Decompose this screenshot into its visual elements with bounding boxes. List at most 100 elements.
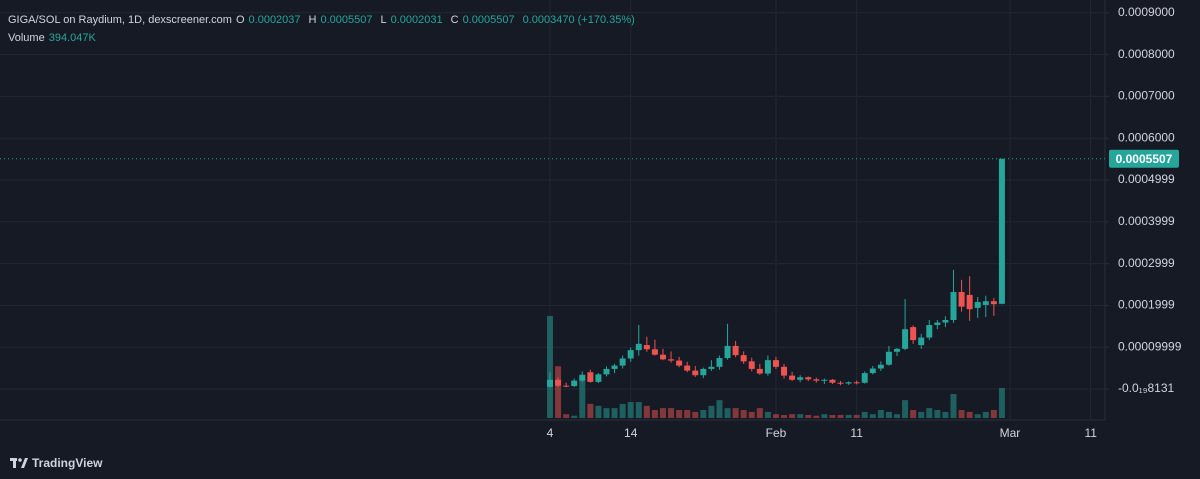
candle-body	[692, 370, 699, 376]
candle-body	[708, 366, 715, 369]
volume-bar	[894, 414, 901, 418]
candle-body	[627, 350, 634, 359]
volume-bar	[547, 316, 553, 418]
candle-body	[902, 329, 909, 349]
candle-body	[853, 382, 860, 384]
candle-body	[861, 373, 868, 383]
volume-bar	[974, 414, 981, 418]
y-tick-label: 0.0007000	[1118, 89, 1175, 103]
volume-bar	[684, 410, 691, 418]
volume-bar	[950, 394, 957, 418]
x-tick-label: 4	[547, 426, 554, 440]
volume-bar	[926, 408, 933, 418]
volume-bar	[595, 405, 602, 418]
candle-body	[716, 358, 723, 367]
volume-bar	[861, 411, 868, 418]
y-tick-label: -0.0₁₉8131	[1118, 381, 1175, 395]
volume-bar	[676, 410, 683, 418]
candle-body	[910, 327, 917, 341]
y-tick-label: 0.0004999	[1118, 172, 1175, 186]
volume-bar	[982, 411, 989, 418]
volume-bar	[837, 414, 844, 418]
volume-bar	[845, 414, 852, 418]
candle-body	[813, 379, 820, 381]
volume-bar	[651, 410, 658, 418]
x-tick-label: 11	[1084, 426, 1097, 440]
candle-body	[603, 368, 610, 375]
volume-bar	[619, 403, 626, 418]
volume-bar	[764, 411, 771, 418]
y-tick-label: 0.0002999	[1118, 256, 1175, 270]
candle-body	[643, 345, 650, 350]
volume-bar	[885, 411, 892, 418]
open-label: O	[235, 14, 245, 26]
candle-body	[547, 379, 553, 387]
x-tick-label: 11	[850, 426, 863, 440]
candle-body	[563, 385, 570, 387]
close-label: C	[450, 14, 459, 26]
x-tick-label: 14	[624, 426, 638, 440]
candle-body	[555, 379, 562, 386]
y-tick-label: 0.00009999	[1118, 339, 1182, 353]
volume-bar	[659, 408, 666, 418]
candle-body	[805, 377, 812, 380]
candle-body	[918, 337, 925, 346]
candle-body	[821, 379, 828, 381]
candle-body	[942, 320, 949, 323]
y-tick-label: 0.0006000	[1118, 130, 1175, 144]
logo	[10, 458, 28, 468]
volume-bar	[756, 408, 763, 418]
last-price-box	[1109, 149, 1179, 168]
legend-line: GIGA/SOL on Raydium, 1D, dexscreener.com…	[8, 14, 639, 26]
candle-body	[611, 365, 618, 369]
candle-body	[587, 372, 594, 382]
y-tick-label: 0.0003999	[1118, 214, 1175, 228]
candle-body	[885, 351, 892, 365]
volume-bar	[942, 411, 949, 418]
volume-bar	[627, 402, 634, 418]
candle-body	[764, 360, 771, 374]
candle-body	[676, 360, 683, 366]
footer: TradingView	[10, 456, 102, 470]
candle-body	[724, 345, 731, 359]
volume-bar	[635, 402, 642, 418]
candle-body	[659, 354, 666, 360]
candle-body	[934, 322, 941, 326]
candle-body	[950, 292, 957, 321]
volume-label: Volume	[8, 32, 45, 44]
low-value: 0.0002031	[390, 14, 443, 26]
volume-bar	[555, 366, 562, 418]
candle-body	[877, 364, 884, 369]
close-value: 0.0005507	[462, 14, 515, 26]
volume-bar	[700, 410, 707, 418]
candle-body	[966, 294, 973, 310]
volume-bar	[934, 410, 941, 418]
volume-bar	[732, 408, 739, 418]
symbol: GIGA/SOL on Raydium, 1D, dexscreener.com	[8, 14, 232, 26]
volume-bar	[563, 414, 570, 418]
volume-bar	[805, 414, 812, 418]
volume-bar	[902, 400, 909, 418]
candle-body	[772, 360, 779, 367]
x-tick-label: Feb	[766, 426, 787, 440]
volume-bar	[853, 414, 860, 418]
candle-body	[869, 368, 876, 374]
volume-bar	[821, 414, 828, 418]
high-label: H	[308, 14, 317, 26]
change: 0.0003470 (+170.35%)	[522, 14, 635, 26]
candle-body	[700, 368, 707, 376]
candle-body	[619, 358, 626, 366]
x-tick-label: Mar	[1000, 426, 1021, 440]
candle-body	[974, 302, 981, 308]
candle-body	[635, 343, 642, 351]
candle-body	[756, 368, 763, 374]
candle-body	[740, 355, 747, 362]
volume-bar	[966, 411, 973, 418]
volume-bar	[724, 408, 731, 418]
y-tick-label: 0.0008000	[1118, 47, 1175, 61]
last-price-label: 0.0005507	[1116, 152, 1173, 166]
candle-body	[837, 382, 844, 384]
y-tick-label: 0.0001999	[1118, 298, 1175, 312]
